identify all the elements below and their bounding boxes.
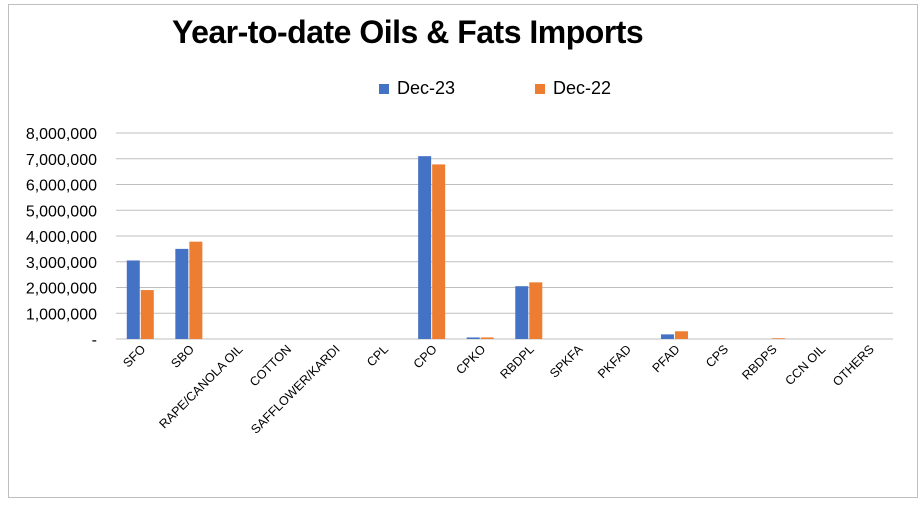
- legend-swatch-dec-23: [379, 83, 389, 94]
- y-tick-label-3: 3,000,000: [26, 255, 97, 272]
- bar-dec-22-cpo: [432, 164, 446, 339]
- bar-dec-22-sbo: [189, 241, 203, 339]
- y-tick-label-8: 8,000,000: [26, 126, 97, 143]
- bar-dec-23-cpko: [466, 337, 480, 339]
- legend-swatch-dec-22: [535, 83, 545, 94]
- y-tick-label-5: 5,000,000: [26, 203, 97, 220]
- y-tick-label-4: 4,000,000: [26, 229, 97, 246]
- y-tick-label-2: 2,000,000: [26, 281, 97, 298]
- bar-dec-22-cpko: [480, 337, 494, 339]
- chart-title: Year-to-date Oils & Fats Imports: [172, 14, 644, 50]
- bar-dec-23-rbdpl: [515, 286, 529, 339]
- legend: Dec-23 Dec-22: [0, 78, 923, 100]
- x-tick-label-cps: CPS: [703, 342, 731, 370]
- legend-item-dec-23: Dec-23: [379, 78, 455, 99]
- x-tick-label-cpko: CPKO: [453, 342, 488, 377]
- x-tick-label-sbo: SBO: [168, 342, 197, 371]
- x-tick-label-rbdpl: RBDPL: [498, 342, 537, 381]
- y-tick-label-1: 1,000,000: [26, 306, 97, 323]
- x-tick-label-sfo: SFO: [120, 342, 148, 370]
- x-tick-label-pfad: PFAD: [650, 342, 683, 375]
- x-tick-label-cpo: CPO: [411, 342, 440, 371]
- x-tick-label-rape-canola-oil: RAPE/CANOLA OIL: [157, 342, 246, 431]
- x-tick-label-cpl: CPL: [364, 342, 391, 369]
- x-tick-label-safflower-kardi: SAFFLOWER/KARDI: [248, 342, 342, 436]
- y-tick-label-7: 7,000,000: [26, 152, 97, 169]
- x-tick-label-others: OTHERS: [830, 342, 877, 389]
- bar-dec-23-sfo: [126, 260, 140, 339]
- chart-frame: [8, 4, 918, 498]
- x-tick-label-cotton: COTTON: [247, 342, 294, 389]
- bar-dec-22-sfo: [140, 290, 154, 339]
- x-tick-label-spkfa: SPKFA: [547, 342, 586, 381]
- bar-dec-22-rbdps: [772, 338, 786, 339]
- legend-label-dec-22: Dec-22: [553, 78, 612, 98]
- bar-dec-23-pfad: [660, 334, 674, 339]
- legend-label-dec-23: Dec-23: [397, 78, 456, 98]
- x-tick-label-ccn-oil: CCN OIL: [783, 342, 829, 388]
- y-tick-label-0: -: [92, 332, 97, 349]
- bar-dec-23-cpo: [418, 156, 432, 339]
- x-tick-label-pkfad: PKFAD: [595, 342, 634, 381]
- bar-dec-22-rbdpl: [529, 282, 543, 339]
- bar-dec-22-pfad: [674, 331, 688, 339]
- x-tick-label-rbdps: RBDPS: [739, 342, 779, 382]
- bar-dec-23-sbo: [175, 248, 189, 339]
- y-tick-label-6: 6,000,000: [26, 178, 97, 195]
- legend-item-dec-22: Dec-22: [535, 78, 611, 99]
